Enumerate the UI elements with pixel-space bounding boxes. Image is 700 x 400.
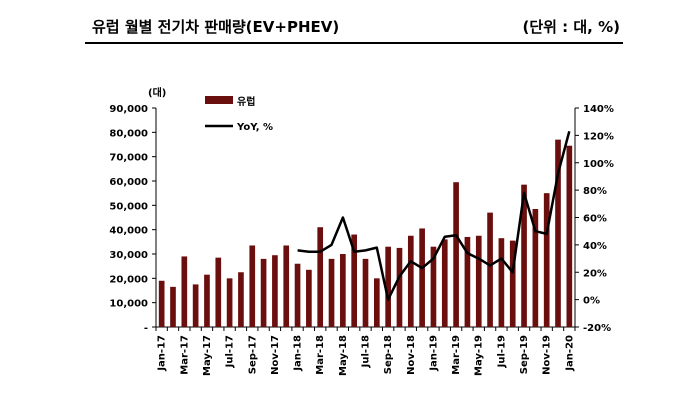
x-tick-label: Jan-19 bbox=[428, 335, 439, 372]
x-tick-label: May-19 bbox=[474, 335, 485, 376]
bar bbox=[158, 280, 165, 327]
y2-tick-label: 60% bbox=[583, 214, 607, 225]
bar bbox=[170, 286, 176, 327]
y-tick-label: 20,000 bbox=[109, 274, 148, 285]
x-tick-label: Sep-19 bbox=[519, 335, 530, 374]
x-tick-label: Nov-18 bbox=[406, 335, 417, 375]
bar bbox=[215, 257, 222, 327]
unit-note: (단위 : 대, %) bbox=[522, 18, 620, 36]
bar bbox=[555, 139, 561, 327]
bar bbox=[204, 274, 210, 327]
bar bbox=[192, 284, 199, 327]
x-tick-label: Mar-18 bbox=[315, 335, 326, 375]
bar bbox=[532, 208, 539, 327]
y-tick-label: 50,000 bbox=[109, 201, 148, 212]
x-tick-label: Jan-17 bbox=[157, 335, 168, 372]
x-tick-label: Jan-18 bbox=[293, 335, 304, 372]
bar bbox=[430, 246, 437, 327]
bar bbox=[464, 236, 471, 327]
x-tick-label: Nov-17 bbox=[270, 335, 281, 375]
y2-tick-label: 80% bbox=[583, 186, 607, 197]
y2-tick-label: 20% bbox=[583, 268, 607, 279]
y-tick-label: 80,000 bbox=[109, 128, 148, 139]
x-tick-label: Jul-17 bbox=[225, 335, 236, 368]
y-tick-label: 90,000 bbox=[109, 104, 148, 115]
bar bbox=[260, 258, 267, 327]
bar bbox=[441, 239, 448, 327]
bar bbox=[226, 278, 233, 327]
bar bbox=[351, 234, 358, 327]
x-tick-label: Jul-19 bbox=[496, 335, 507, 368]
y2-tick-label: 0% bbox=[583, 296, 600, 307]
y2-tick-label: 40% bbox=[583, 241, 607, 252]
x-tick-label: Sep-18 bbox=[383, 335, 394, 374]
bar bbox=[396, 247, 403, 327]
bar bbox=[283, 245, 290, 327]
y-tick-label: 30,000 bbox=[109, 250, 148, 261]
yoy-line bbox=[297, 130, 571, 301]
legend-bar-swatch bbox=[205, 96, 233, 104]
x-tick-label: Jul-18 bbox=[361, 335, 372, 368]
y2-tick-label: 120% bbox=[583, 131, 614, 142]
bar bbox=[498, 238, 505, 327]
bar bbox=[419, 228, 425, 327]
bar-series bbox=[158, 139, 573, 327]
x-tick-label: Nov-19 bbox=[542, 335, 553, 375]
x-tick-label: May-18 bbox=[338, 335, 349, 376]
bar bbox=[453, 182, 459, 327]
title-rule bbox=[85, 42, 623, 44]
y2-tick-label: -20% bbox=[583, 323, 611, 334]
x-tick-label: Mar-19 bbox=[451, 335, 462, 375]
chart-title: 유럽 월별 전기차 판매량(EV+PHEV) bbox=[92, 18, 340, 36]
bar bbox=[294, 263, 301, 327]
x-tick-labels: Jan-17 Mar-17 May-17 Jul-17 Sep-17 Nov-17 Jan-… bbox=[155, 327, 576, 376]
bar bbox=[362, 258, 369, 327]
bar bbox=[543, 193, 550, 327]
bar bbox=[317, 227, 324, 327]
x-tick-label: Jan-20 bbox=[564, 335, 575, 372]
bar bbox=[509, 240, 516, 327]
bar bbox=[238, 272, 244, 327]
x-tick-label: Sep-17 bbox=[247, 335, 258, 374]
legend-line-label: YoY, % bbox=[236, 122, 273, 133]
bar bbox=[340, 254, 346, 327]
y2-tick-label: 100% bbox=[583, 159, 614, 170]
bar bbox=[521, 184, 527, 327]
y-unit-label: (대) bbox=[148, 86, 166, 99]
y-tick-label: - bbox=[144, 323, 148, 334]
bar bbox=[407, 235, 414, 327]
y-tick-label: 40,000 bbox=[109, 226, 148, 237]
legend: 유럽 YoY, % bbox=[205, 95, 273, 133]
bar bbox=[306, 269, 312, 327]
bar bbox=[328, 258, 335, 327]
x-tick-label: May-17 bbox=[202, 335, 213, 376]
bar bbox=[566, 145, 573, 327]
legend-bar-label: 유럽 bbox=[237, 95, 255, 108]
y2-tick-label: 140% bbox=[583, 104, 614, 115]
bar bbox=[487, 212, 493, 327]
bar bbox=[249, 245, 256, 327]
axes: - 10,000 20,000 30,000 40,000 50,000 60,000 70,… bbox=[109, 86, 614, 334]
y-tick-label: 10,000 bbox=[109, 299, 148, 310]
bar bbox=[475, 235, 482, 327]
bar bbox=[385, 246, 391, 327]
bar bbox=[181, 256, 188, 327]
y-tick-label: 70,000 bbox=[109, 153, 148, 164]
x-tick-label: Mar-17 bbox=[179, 335, 190, 375]
y-tick-label: 60,000 bbox=[109, 177, 148, 188]
line-series bbox=[297, 130, 571, 301]
bar bbox=[272, 255, 278, 327]
bar bbox=[373, 278, 380, 327]
